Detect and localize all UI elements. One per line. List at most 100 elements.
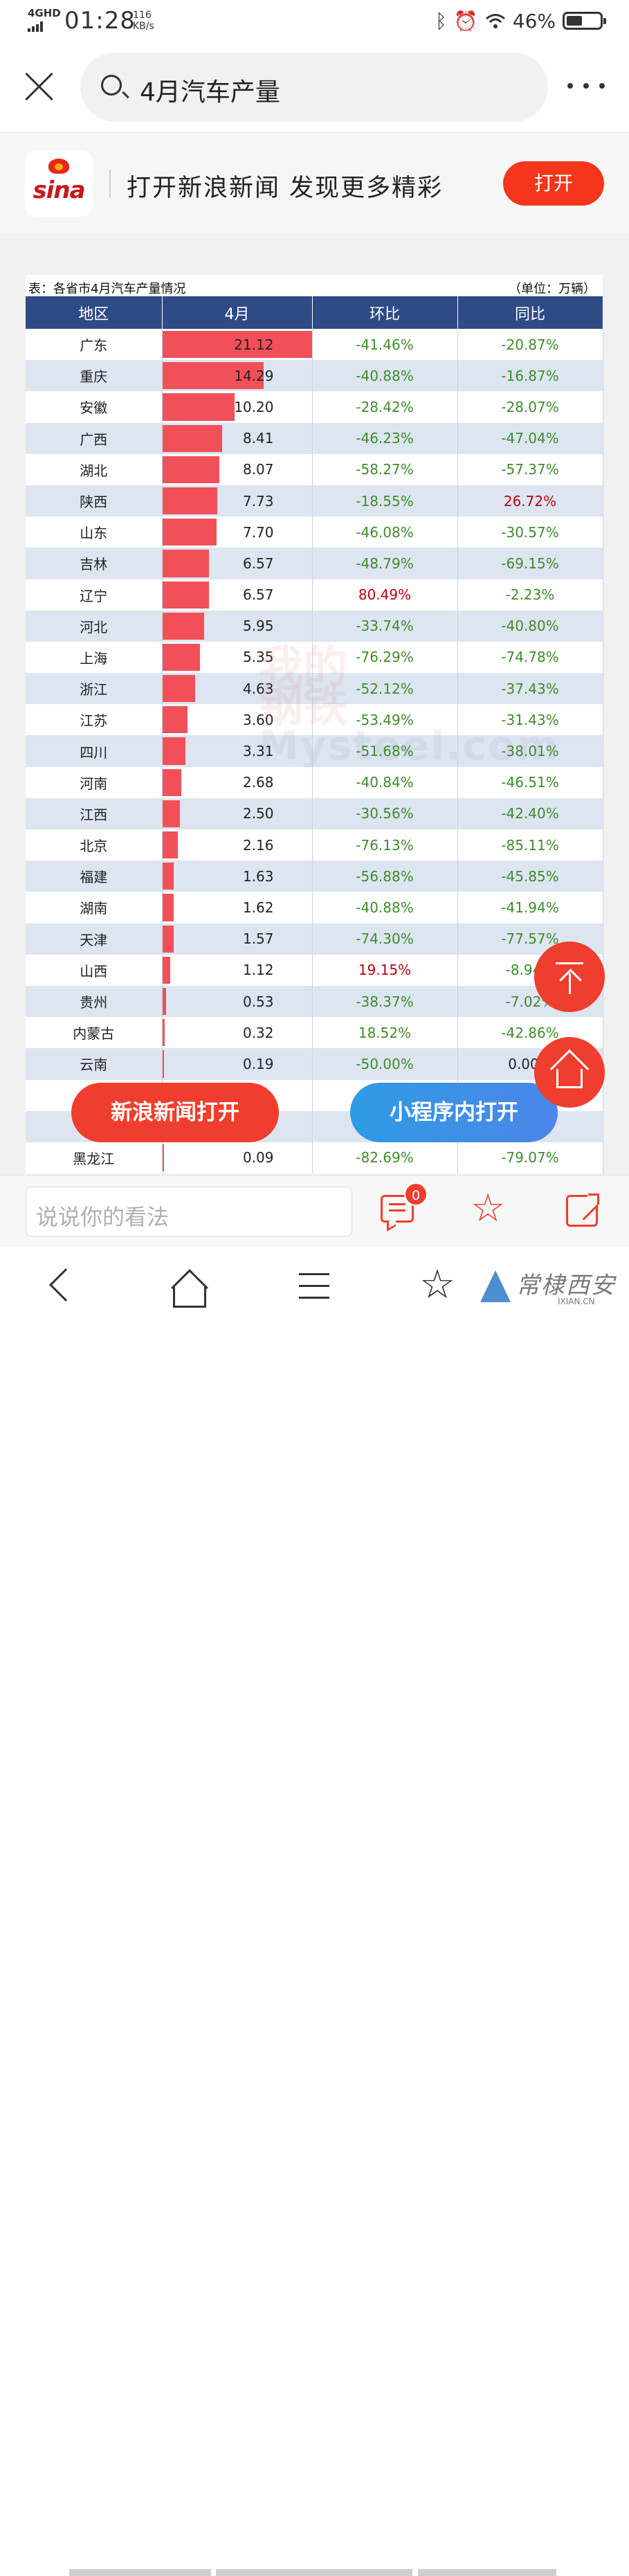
mom-cell: -30.56% bbox=[312, 798, 458, 829]
april-cell: 7.70 bbox=[162, 516, 313, 548]
network-speed-unit: KB/s bbox=[133, 21, 154, 32]
mom-cell: -41.46% bbox=[312, 329, 458, 361]
data-bar bbox=[162, 550, 209, 577]
mom-cell: 80.49% bbox=[312, 579, 458, 611]
table-row: 江西 2.50 -30.56% -42.40% bbox=[26, 798, 603, 829]
april-cell: 3.60 bbox=[162, 704, 313, 736]
battery-icon bbox=[563, 12, 606, 30]
mom-cell: -46.08% bbox=[312, 516, 458, 548]
data-bar bbox=[162, 1050, 164, 1078]
table-row: 辽宁 6.57 80.49% -2.23% bbox=[26, 579, 603, 611]
search-box[interactable]: 4月汽车产量 bbox=[80, 53, 548, 122]
table-row: 山东 7.70 -46.08% -30.57% bbox=[26, 516, 603, 548]
april-cell: 0.32 bbox=[162, 1017, 313, 1049]
yoy-cell: -38.01% bbox=[457, 735, 603, 767]
april-value: 7.70 bbox=[242, 523, 274, 541]
sina-logo: sina bbox=[25, 150, 93, 217]
article-body: 表：各省市4月汽车产量情况 （单位：万辆） 地区 4月 环比 同比 广东 21.1… bbox=[0, 233, 629, 1175]
alarm-icon: ⏰ bbox=[453, 9, 478, 33]
mom-cell: -48.79% bbox=[312, 548, 458, 579]
data-bar bbox=[162, 519, 217, 546]
gesture-bar bbox=[216, 2569, 412, 2576]
data-bar bbox=[162, 581, 209, 609]
network-type: 4GHD bbox=[28, 7, 61, 19]
april-cell: 10.20 bbox=[162, 391, 313, 423]
open-app-button[interactable]: 打开 bbox=[503, 161, 604, 206]
april-cell: 5.95 bbox=[162, 610, 313, 642]
browser-nav-bar: ☆ 常棣西安 IXIAN.CN bbox=[0, 1247, 629, 2576]
april-value bbox=[274, 1087, 312, 1104]
status-bar: 4GHD 01:28 116 KB/s ᛒ ⏰ 46% bbox=[0, 0, 629, 43]
open-in-miniprogram-button[interactable]: 小程序内打开 bbox=[350, 1083, 558, 1142]
table-row: 四川 3.31 -51.68% -38.01% bbox=[26, 735, 603, 767]
table-row: 湖南 1.62 -40.88% -41.94% bbox=[26, 892, 603, 924]
table-row: 北京 2.16 -76.13% -85.11% bbox=[26, 829, 603, 861]
region-cell: 辽宁 bbox=[26, 579, 163, 611]
bookmark-star-icon[interactable]: ☆ bbox=[419, 1261, 455, 1308]
network-speed: 116 KB/s bbox=[133, 10, 154, 32]
comment-input[interactable]: 说说你的看法 bbox=[26, 1187, 352, 1236]
mom-cell: -28.42% bbox=[312, 391, 458, 423]
mom-cell: -56.88% bbox=[312, 861, 458, 892]
yoy-cell: -40.80% bbox=[457, 610, 603, 642]
region-cell: 广东 bbox=[26, 329, 163, 361]
search-query[interactable]: 4月汽车产量 bbox=[140, 78, 280, 107]
home-button[interactable] bbox=[534, 1037, 605, 1108]
data-bar bbox=[162, 612, 205, 640]
share-icon[interactable] bbox=[566, 1193, 600, 1227]
april-cell: 21.12 bbox=[162, 329, 313, 361]
april-value: 14.29 bbox=[234, 367, 274, 384]
yoy-cell: -79.07% bbox=[457, 1142, 603, 1174]
data-bar bbox=[162, 393, 235, 421]
mom-cell: -51.68% bbox=[312, 735, 458, 767]
yoy-cell: -46.51% bbox=[457, 766, 603, 798]
network-speed-value: 116 bbox=[133, 10, 152, 21]
gesture-bar bbox=[418, 2569, 556, 2576]
region-cell: 山西 bbox=[26, 954, 163, 986]
region-cell: 四川 bbox=[26, 735, 163, 767]
favorite-star-icon[interactable]: ☆ bbox=[471, 1186, 506, 1231]
close-icon[interactable] bbox=[24, 71, 55, 102]
region-cell: 广西 bbox=[26, 422, 163, 454]
data-bar bbox=[162, 894, 174, 921]
nav-home-icon[interactable] bbox=[170, 1269, 209, 1308]
mom-cell: -76.13% bbox=[312, 829, 458, 861]
open-in-sina-button[interactable]: 新浪新闻打开 bbox=[71, 1083, 279, 1142]
menu-icon[interactable] bbox=[299, 1273, 329, 1301]
table-row: 云南 0.19 -50.00% 0.00% bbox=[26, 1048, 603, 1080]
data-bar bbox=[162, 675, 195, 703]
data-bar bbox=[162, 424, 222, 452]
comments-icon[interactable] bbox=[381, 1195, 414, 1223]
mom-cell: -40.88% bbox=[312, 360, 458, 392]
table-row: 内蒙古 0.32 18.52% -42.86% bbox=[26, 1017, 603, 1049]
april-value: 6.57 bbox=[242, 586, 274, 604]
mom-cell: 19.15% bbox=[312, 954, 458, 986]
april-cell: 4.63 bbox=[162, 673, 313, 705]
region-cell: 内蒙古 bbox=[26, 1017, 163, 1049]
yoy-cell: -85.11% bbox=[457, 829, 603, 861]
gesture-bar bbox=[69, 2569, 211, 2576]
region-cell: 山东 bbox=[26, 516, 163, 548]
region-cell: 重庆 bbox=[26, 360, 163, 392]
data-bar bbox=[162, 737, 186, 765]
comment-bar: 说说你的看法 0 ☆ bbox=[0, 1175, 629, 1247]
mom-cell: -18.55% bbox=[312, 485, 458, 517]
wifi-icon bbox=[485, 14, 505, 28]
bluetooth-icon: ᛒ bbox=[435, 9, 447, 33]
april-cell: 8.41 bbox=[162, 422, 313, 454]
more-options-icon[interactable] bbox=[567, 79, 605, 93]
april-value: 8.41 bbox=[242, 430, 274, 447]
data-bar bbox=[162, 863, 174, 890]
yoy-cell: -20.87% bbox=[457, 329, 603, 361]
table-row: 江苏 3.60 -53.49% -31.43% bbox=[26, 704, 603, 736]
region-cell: 贵州 bbox=[26, 985, 163, 1018]
april-cell: 0.19 bbox=[162, 1048, 313, 1080]
april-cell: 1.12 bbox=[162, 954, 313, 986]
table-row: 安徽 10.20 -28.42% -28.07% bbox=[26, 391, 603, 423]
back-to-top-button[interactable] bbox=[534, 942, 605, 1012]
back-icon[interactable] bbox=[48, 1268, 83, 1302]
yoy-cell: -74.78% bbox=[457, 641, 603, 674]
data-bar bbox=[162, 643, 201, 672]
yoy-cell: -42.40% bbox=[457, 798, 603, 829]
april-cell: 6.57 bbox=[162, 548, 313, 579]
